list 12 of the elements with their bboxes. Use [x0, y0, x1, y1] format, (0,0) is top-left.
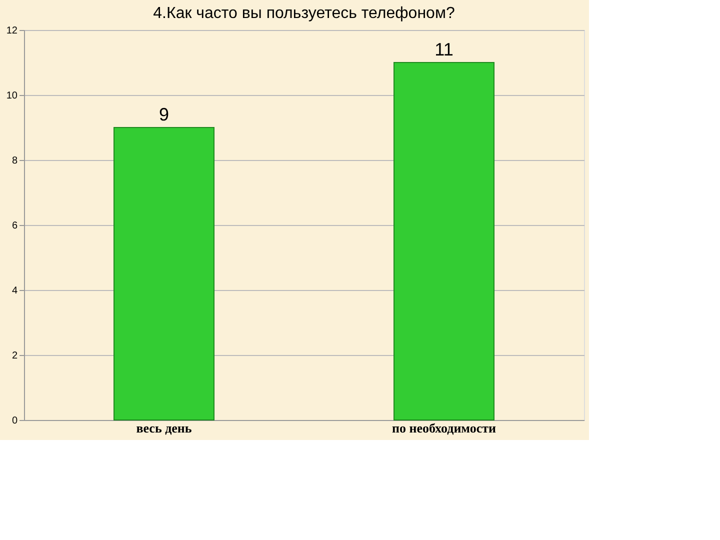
y-tick-label: 8	[12, 156, 18, 166]
data-label: 9	[158, 104, 170, 124]
y-tick-label: 2	[12, 350, 18, 362]
chart-title: 4.Как часто вы пользуетесь телефоном?	[153, 5, 455, 22]
x-tick-label: по необходимости	[392, 420, 497, 436]
y-tick-label: 12	[6, 26, 18, 36]
y-tick-label: 10	[6, 90, 18, 102]
data-label: 11	[434, 40, 454, 60]
x-tick-label: весь день	[136, 420, 192, 436]
y-tick-label: 4	[12, 286, 18, 296]
y-tick-label: 0	[12, 416, 18, 426]
y-tick-label: 6	[12, 220, 18, 232]
